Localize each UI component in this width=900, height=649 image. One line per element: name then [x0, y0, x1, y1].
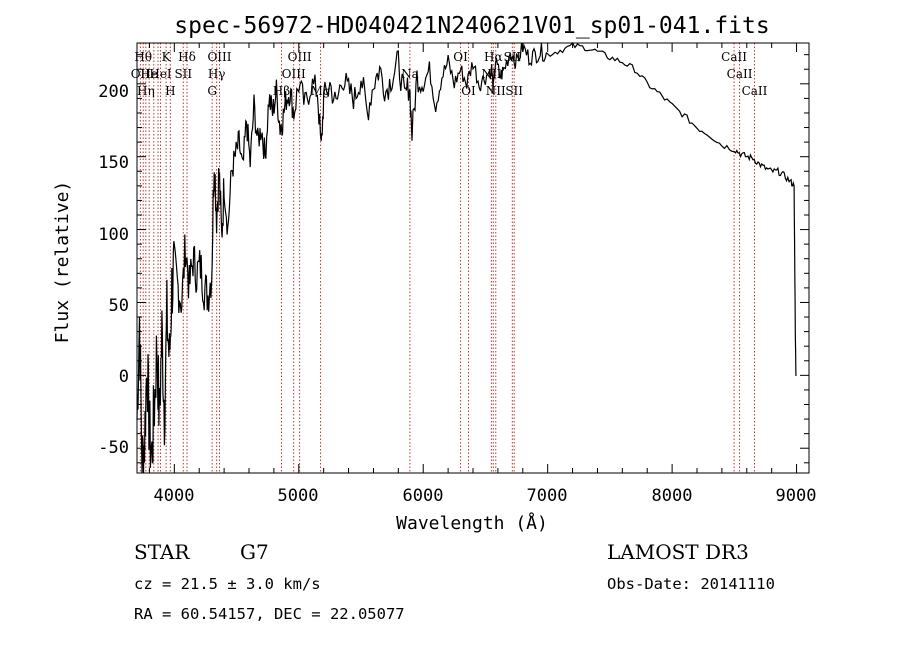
spectral-line-label: Hη	[137, 84, 155, 98]
spectral-line-label: Na	[401, 67, 419, 81]
spectral-line-label: OII	[131, 67, 151, 81]
x-tick-label: 9000	[776, 486, 817, 506]
spectral-line-label: K	[162, 50, 172, 64]
spectral-line-label: G	[207, 84, 217, 98]
spectral-line-label: CaII	[727, 67, 753, 81]
spectral-line-label: OIII	[282, 67, 306, 81]
spectral-line-label: OI	[461, 84, 476, 98]
object-type: STAR	[134, 540, 190, 564]
chart-title: spec-56972-HD040421N240621V01_sp01-041.f…	[174, 13, 769, 39]
spectral-line-labels: OIIHθHηHeHeIKHSIIHδGHγOIIIHβOIIIOIIIMgNa…	[131, 50, 768, 98]
x-tick-label: 6000	[403, 486, 444, 506]
x-axis-label: Wavelength (Å)	[396, 512, 548, 534]
spectral-subclass: G7	[240, 540, 269, 564]
spectral-line-label: Hγ	[208, 67, 226, 81]
spectral-line-label: OIII	[207, 50, 231, 64]
spectral-line-label: OIII	[288, 50, 312, 64]
info-panel: STAR G7 LAMOST DR3 cz = 21.5 ± 3.0 km/s …	[134, 540, 775, 623]
observation-date: Obs-Date: 20141110	[607, 575, 775, 593]
coordinates-readout: RA = 60.54157, DEC = 22.05077	[134, 605, 405, 623]
x-tick-label: 7000	[527, 486, 568, 506]
spectral-line-markers	[139, 43, 755, 473]
spectral-line-label: Hα	[484, 50, 503, 64]
y-tick-labels: -50 0 50 100 150 200	[98, 82, 129, 458]
x-tick-label: 4000	[154, 486, 195, 506]
axis-ticks	[137, 43, 809, 473]
spectral-line-label: Mg	[311, 84, 331, 98]
spectrum-series-line	[136, 42, 797, 474]
x-tick-label: 5000	[278, 486, 319, 506]
spectral-line-label: SII	[174, 67, 192, 81]
spectral-line-label: He	[140, 67, 158, 81]
spectral-line-label: CaII	[742, 84, 768, 98]
x-tick-labels: 4000 5000 6000 7000 8000 9000	[154, 486, 817, 506]
y-tick-label: 200	[98, 82, 129, 102]
spectral-line-label: HeI	[149, 67, 172, 81]
spectral-line-label: OI	[453, 50, 468, 64]
y-tick-label: 0	[119, 367, 129, 387]
y-tick-label: 50	[109, 296, 129, 316]
spectral-line-label: SII	[505, 84, 523, 98]
y-tick-label: 100	[98, 225, 129, 245]
spectral-line-label: NII	[486, 84, 506, 98]
redshift-readout: cz = 21.5 ± 3.0 km/s	[134, 575, 321, 593]
survey-name: LAMOST DR3	[607, 540, 749, 564]
spectral-line-label: Hδ	[178, 50, 196, 64]
plot-frame	[136, 42, 810, 474]
x-tick-label: 8000	[652, 486, 693, 506]
spectral-line-label: Hθ	[134, 50, 152, 64]
spectral-line-label: H	[165, 84, 175, 98]
y-axis-label: Flux (relative)	[52, 181, 73, 344]
spectral-line-label: CaII	[721, 50, 747, 64]
y-tick-label: -50	[98, 438, 129, 458]
y-tick-label: 150	[98, 153, 129, 173]
